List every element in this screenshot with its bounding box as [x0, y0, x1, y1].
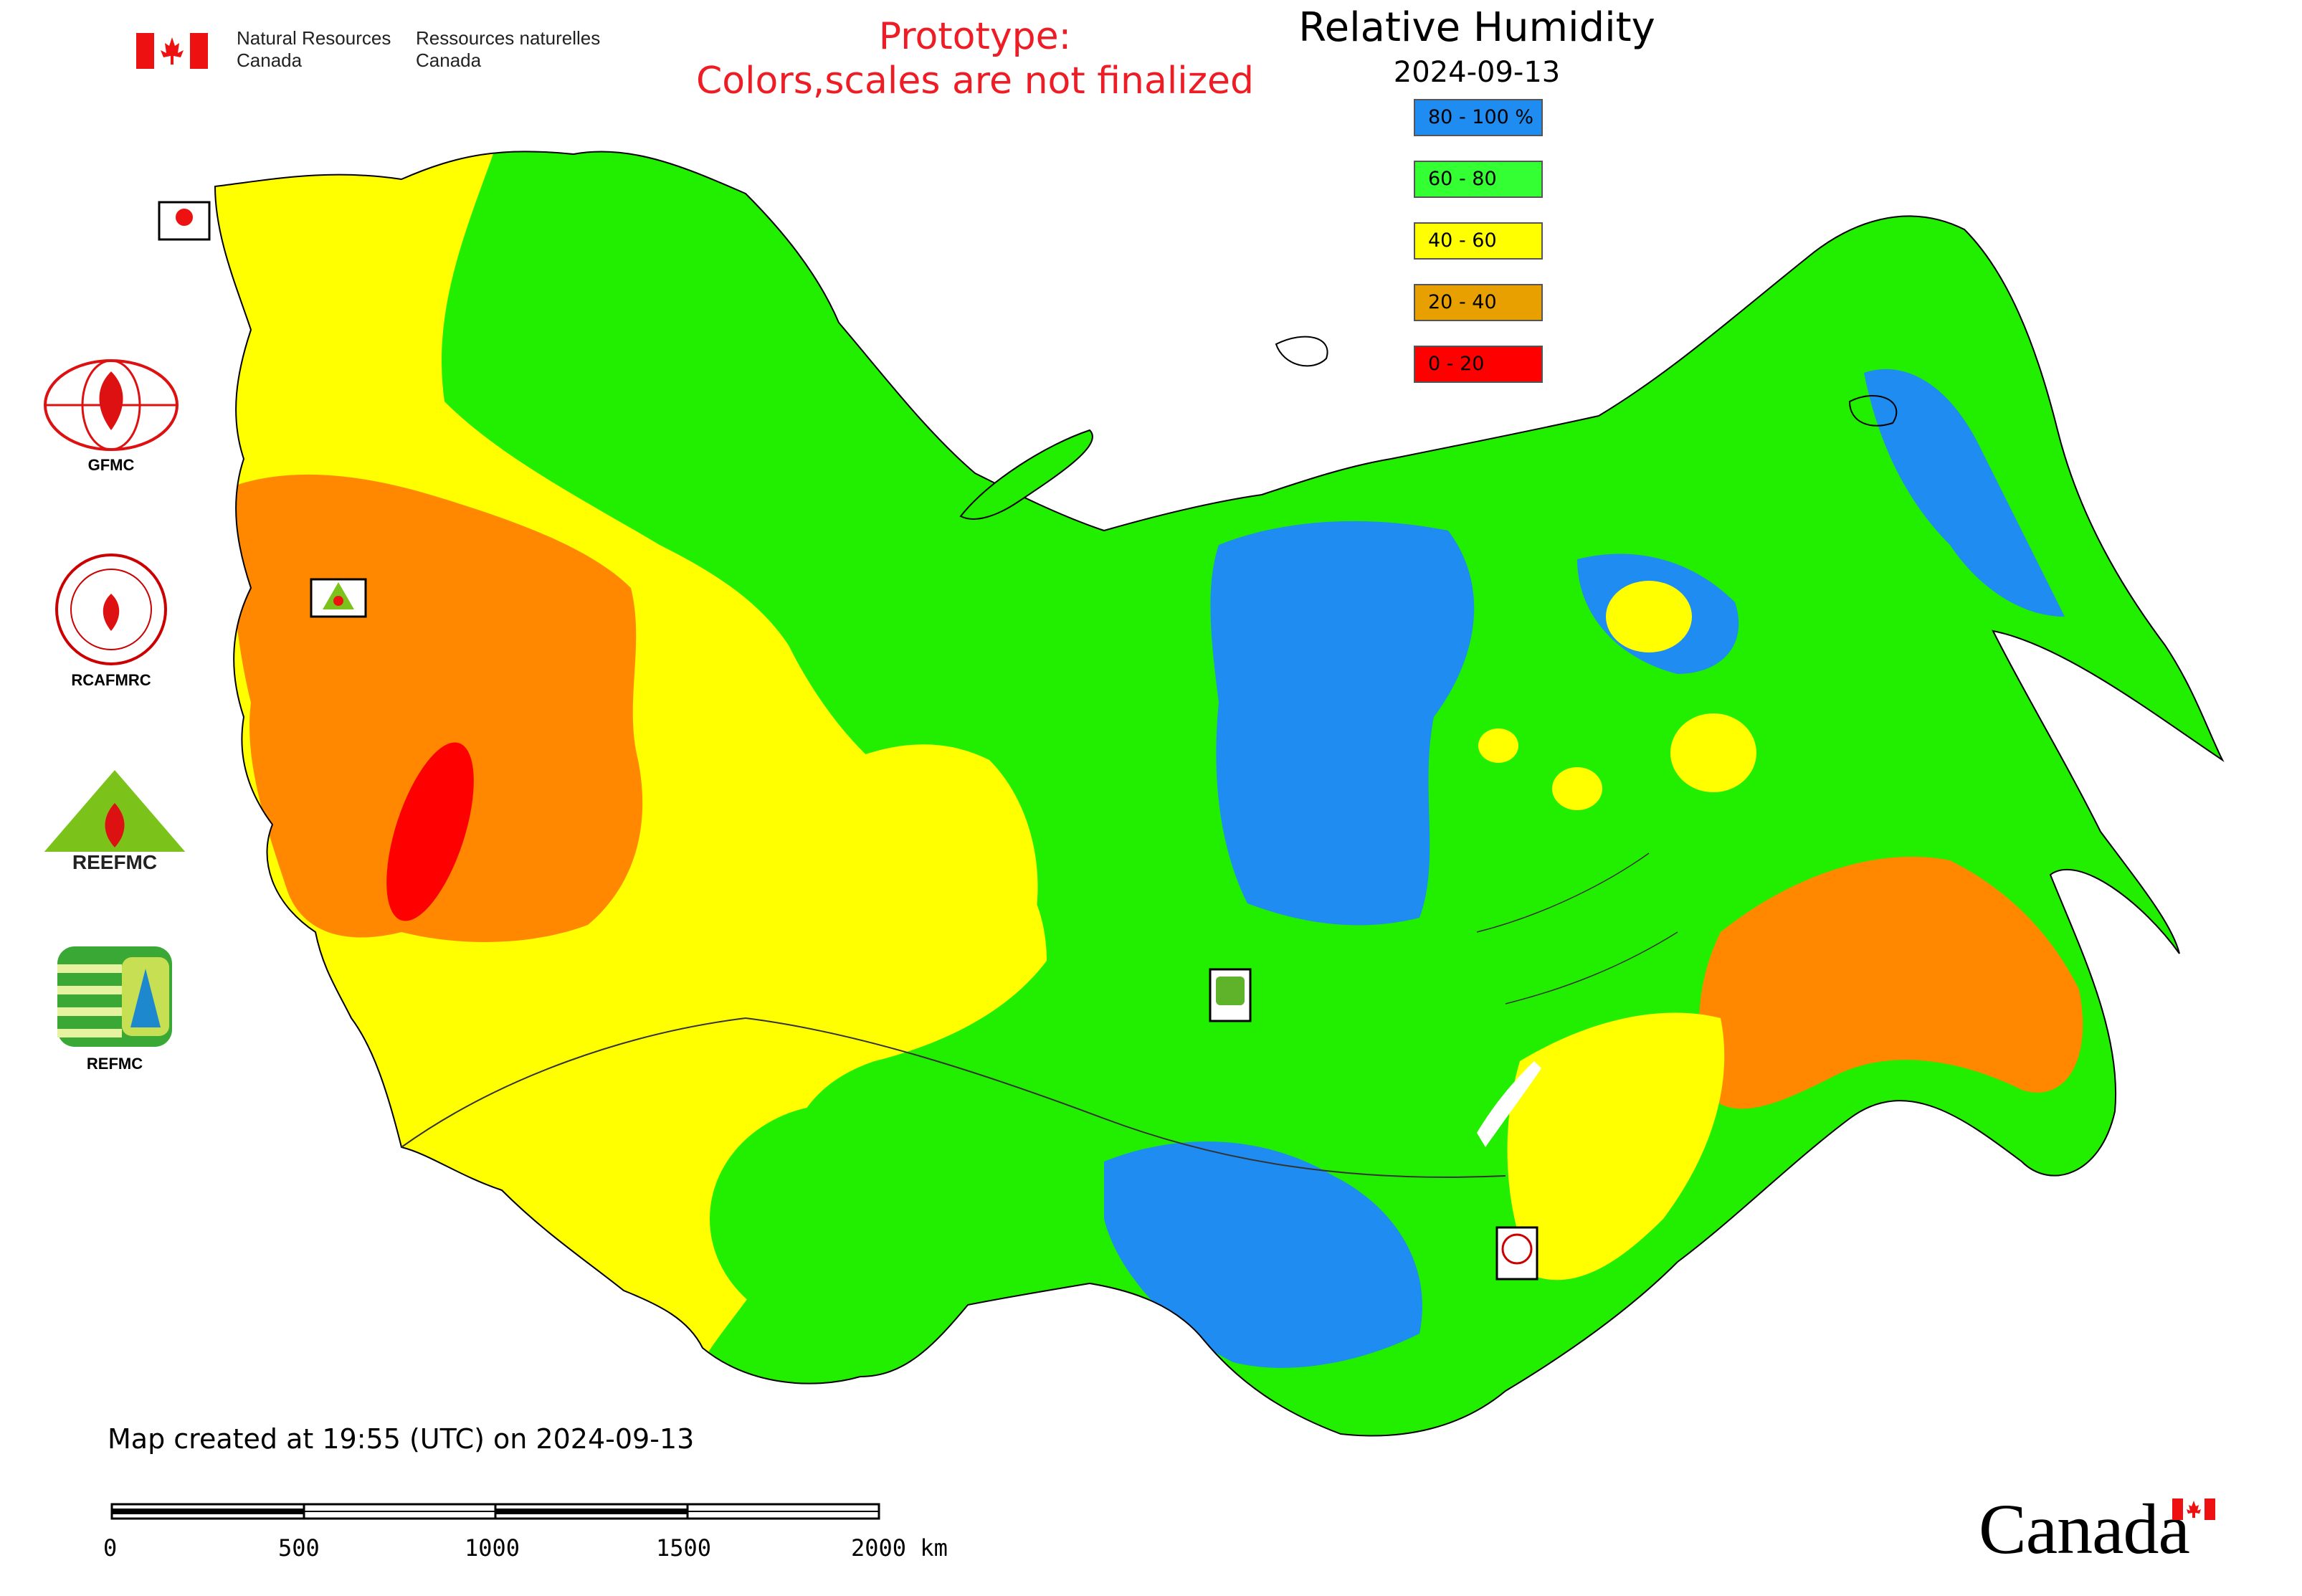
very-humid-zone-south: [1104, 1141, 1422, 1368]
novaya-zemlya: [959, 429, 1093, 520]
lake-baikal: [1477, 1061, 1541, 1147]
very-humid-zone-central: [1210, 521, 1475, 926]
moderate-zone-west-siberia: [817, 744, 1038, 956]
map-created-note: Map created at 19:55 (UTC) on 2024-09-13: [108, 1423, 695, 1455]
gfmc-map-marker[interactable]: [158, 201, 211, 241]
legend-item-80-100: 80 - 100 %: [1414, 99, 1543, 136]
scale-tick-500: 500: [278, 1534, 320, 1562]
partner-rcafmrc[interactable]: RCAFMRC: [50, 552, 172, 690]
scale-bar: [110, 1503, 880, 1520]
partner-gfmc-label: GFMC: [87, 456, 135, 474]
dry-zone-far-east: [1699, 856, 2083, 1109]
rcafmrc-seal-logo-icon: [55, 554, 167, 665]
reefmc-logo-text: REEFMC: [72, 851, 157, 873]
legend-item-40-60: 40 - 60: [1414, 222, 1543, 260]
map-date: 2024-09-13: [1393, 56, 1561, 89]
refmc-map-marker[interactable]: [1209, 968, 1252, 1022]
refmc-sigma-logo-icon: [57, 946, 172, 1047]
prototype-notice: Prototype: Colors,scales are not finaliz…: [695, 15, 1255, 103]
internal-borders: [1476, 852, 1678, 1004]
scale-tick-1000: 1000: [465, 1534, 520, 1562]
arctic-island-east: [1848, 395, 1898, 427]
rcafmrc-map-marker[interactable]: [1495, 1226, 1538, 1281]
nrcan-name-en: Natural Resources Canada: [237, 27, 391, 71]
moderate-zone-southeast: [1507, 1012, 1725, 1281]
moderate-patch-east: [1606, 581, 1692, 652]
humid-patch-central: [710, 1104, 968, 1334]
legend-item-20-40: 20 - 40: [1414, 284, 1543, 321]
partner-reefmc[interactable]: REEFMC: [36, 767, 194, 879]
scale-tick-1500: 1500: [656, 1534, 712, 1562]
reefmc-map-marker[interactable]: [310, 578, 367, 618]
reefmc-triangle-logo-icon: REEFMC: [39, 770, 191, 873]
nrcan-name-fr: Ressources naturelles Canada: [416, 27, 601, 71]
partner-gfmc[interactable]: GFMC: [39, 358, 183, 475]
canada-wordmark: Canada: [1979, 1489, 2190, 1569]
national-border: [401, 1017, 1506, 1178]
nrcan-signature: Natural Resources Canada Ressources natu…: [136, 27, 602, 77]
moderate-patch-east-4: [1478, 728, 1518, 763]
very-humid-zone-kamchatka: [1864, 369, 2065, 617]
legend-item-60-80: 60 - 80: [1414, 161, 1543, 198]
gfmc-globe-flame-logo-icon: [44, 359, 179, 451]
legend-item-0-20: 0 - 20: [1414, 346, 1543, 383]
partner-refmc-label: REFMC: [86, 1055, 143, 1073]
map-title: Relative Humidity: [1298, 4, 1655, 51]
partner-rcafmrc-label: RCAFMRC: [71, 671, 151, 689]
partner-refmc[interactable]: REFMC: [50, 943, 179, 1073]
coastline: [214, 151, 2225, 1437]
scale-tick-0: 0: [103, 1534, 118, 1562]
canada-wordmark-flag-icon: [2172, 1498, 2215, 1520]
very-dry-zone: [386, 742, 474, 921]
moderate-patch-east-2: [1670, 713, 1756, 792]
scale-tick-2000: 2000 km: [851, 1534, 948, 1562]
moderate-patch-east-3: [1552, 767, 1602, 810]
arctic-island: [1275, 336, 1328, 367]
canada-flag-icon: [136, 33, 208, 69]
